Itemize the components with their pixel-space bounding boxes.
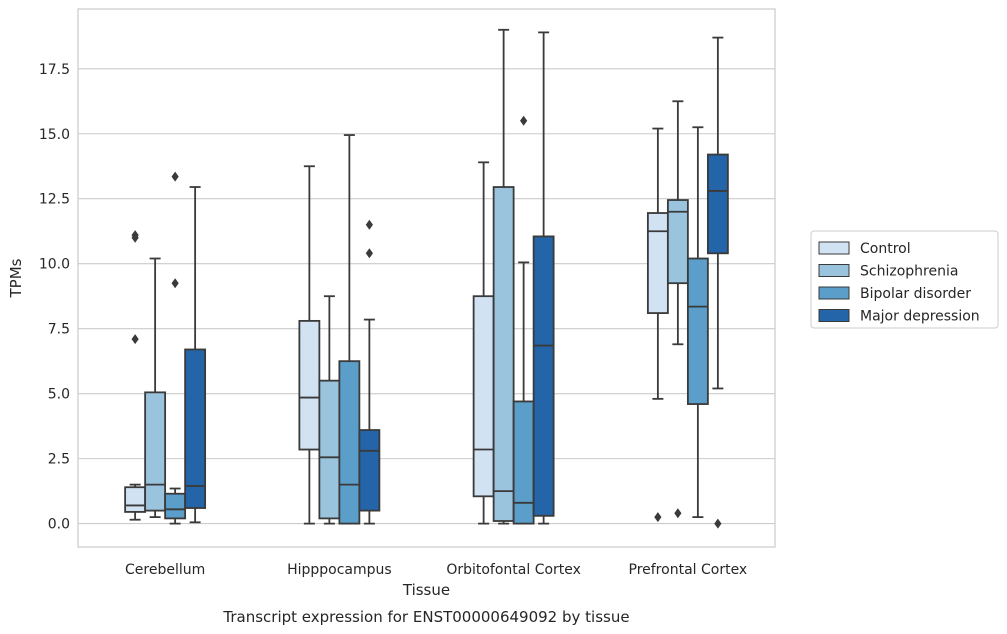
box-plot xyxy=(686,126,709,519)
chart-caption: Transcript expression for ENST0000064909… xyxy=(222,608,629,626)
y-tick-label: 2.5 xyxy=(48,452,70,468)
box-plot xyxy=(358,219,381,525)
legend-item: Major depression xyxy=(818,309,980,325)
box xyxy=(144,391,167,512)
outlier-point xyxy=(520,115,528,126)
legend-label: Schizophrenia xyxy=(860,264,958,280)
box xyxy=(124,486,147,513)
box-plot xyxy=(646,127,669,523)
box-plot xyxy=(184,186,207,524)
x-tick-labels: Cerebellum Hipppocampus Orbitofontal Corte… xyxy=(125,562,747,578)
box xyxy=(164,492,187,520)
box xyxy=(318,379,341,520)
y-tick-label: 7.5 xyxy=(48,322,70,338)
y-tick-label: 15.0 xyxy=(39,127,70,143)
plot-frame xyxy=(77,8,776,548)
legend-frame xyxy=(810,230,999,329)
box-plot xyxy=(144,257,167,519)
legend: Control Schizophrenia Bipolar disorder Majo… xyxy=(810,230,999,329)
outlier-point xyxy=(654,512,662,523)
box-plot xyxy=(706,36,729,529)
outlier-point xyxy=(171,278,179,289)
legend-swatch xyxy=(818,241,850,255)
box xyxy=(512,400,535,525)
box-plot xyxy=(472,161,495,525)
legend-swatch xyxy=(818,286,850,300)
y-tick-label: 12.5 xyxy=(39,192,70,208)
box xyxy=(298,319,321,451)
box-plot xyxy=(338,134,361,525)
legend-swatch xyxy=(818,264,850,277)
legend-label: Control xyxy=(860,241,911,257)
box-plot xyxy=(164,171,187,525)
outlier-point xyxy=(131,230,139,241)
outlier-point xyxy=(365,248,373,259)
box-plot xyxy=(492,28,515,525)
box xyxy=(666,199,689,285)
y-tick-labels: 0.0 2.5 5.0 7.5 10.0 12.5 15.0 17.5 xyxy=(39,62,70,533)
x-tick-label: Cerebellum xyxy=(125,562,205,578)
legend-item: Control xyxy=(818,241,911,257)
legend-label: Major depression xyxy=(860,309,980,325)
box-plots xyxy=(124,28,729,529)
box-plot xyxy=(124,230,147,521)
box xyxy=(532,235,555,517)
outlier-point xyxy=(365,219,373,230)
box xyxy=(184,348,207,509)
outlier-point xyxy=(131,334,139,345)
box xyxy=(492,186,515,522)
x-tick-label: Prefrontal Cortex xyxy=(629,562,748,578)
legend-item: Bipolar disorder xyxy=(818,286,971,302)
outlier-point xyxy=(171,171,179,182)
legend-swatch xyxy=(818,309,850,322)
box-plot xyxy=(318,295,341,525)
box xyxy=(358,429,381,512)
x-tick-label: Orbitofontal Cortex xyxy=(446,562,581,578)
legend-label: Bipolar disorder xyxy=(860,286,971,302)
y-tick-label: 17.5 xyxy=(39,62,70,78)
y-tick-label: 5.0 xyxy=(48,387,70,403)
box xyxy=(472,295,495,498)
box xyxy=(686,257,709,405)
box xyxy=(338,360,361,525)
box xyxy=(706,153,729,255)
legend-item: Schizophrenia xyxy=(818,264,958,280)
x-tick-label: Hipppocampus xyxy=(287,562,392,578)
box-plot xyxy=(512,115,535,525)
grid-lines xyxy=(78,68,775,525)
box xyxy=(646,212,669,314)
outlier-point xyxy=(714,518,722,529)
box-plot xyxy=(532,31,555,525)
y-axis-label: TPMs xyxy=(7,258,25,298)
outlier-point xyxy=(674,508,682,519)
box-plot xyxy=(298,165,321,525)
y-tick-label: 0.0 xyxy=(48,517,70,533)
y-tick-label: 10.0 xyxy=(39,257,70,273)
box-plot xyxy=(666,100,689,519)
x-axis-label: Tissue xyxy=(402,581,450,599)
